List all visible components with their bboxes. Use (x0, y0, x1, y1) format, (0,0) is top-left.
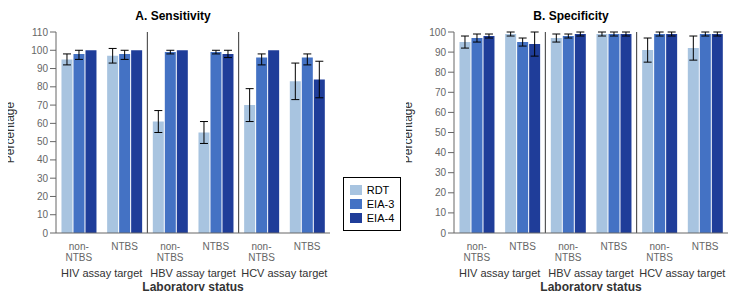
svg-text:80: 80 (435, 67, 447, 78)
svg-text:100: 100 (429, 27, 446, 38)
svg-text:HBV assay target: HBV assay target (548, 267, 634, 279)
svg-text:non-NTBS: non-NTBS (65, 241, 92, 263)
svg-text:Laboratory status: Laboratory status (142, 280, 244, 291)
svg-text:0: 0 (440, 228, 446, 239)
html-text:A. Sensitivity: A. Sensitivity (135, 9, 211, 23)
svg-text:90: 90 (37, 63, 49, 74)
svg-text:HBV assay target: HBV assay target (150, 267, 236, 279)
svg-text:HIV assay target: HIV assay target (61, 267, 142, 279)
svg-text:50: 50 (37, 136, 49, 147)
svg-text:NTBS: NTBS (294, 241, 321, 252)
svg-text:NTBS: NTBS (111, 241, 138, 252)
svg-text:50: 50 (435, 127, 447, 138)
svg-text:HCV assay target: HCV assay target (639, 267, 725, 279)
svg-text:80: 80 (37, 81, 49, 92)
svg-text:0: 0 (42, 228, 48, 239)
svg-text:100: 100 (31, 45, 48, 56)
svg-text:non-NTBS: non-NTBS (157, 241, 184, 263)
svg-text:20: 20 (435, 187, 447, 198)
html-text:EIA-3: EIA-3 (366, 198, 395, 210)
html-text:B. Specificity: B. Specificity (533, 9, 609, 23)
svg-text:10: 10 (435, 207, 447, 218)
svg-text:40: 40 (435, 147, 447, 158)
svg-text:non-NTBS: non-NTBS (555, 241, 582, 263)
svg-text:Percentage: Percentage (8, 101, 17, 163)
svg-text:NTBS: NTBS (202, 241, 229, 252)
svg-text:110: 110 (32, 27, 48, 38)
svg-text:20: 20 (37, 191, 49, 202)
svg-text:non-NTBS: non-NTBS (646, 241, 673, 263)
html-text:RDT: RDT (366, 184, 390, 196)
svg-text:HIV assay target: HIV assay target (459, 267, 540, 279)
svg-text:10: 10 (37, 209, 49, 220)
svg-text:40: 40 (37, 154, 49, 165)
svg-text:30: 30 (435, 167, 447, 178)
svg-text:non-NTBS: non-NTBS (248, 241, 275, 263)
svg-text:Laboratory status: Laboratory status (540, 280, 642, 291)
svg-text:non-NTBS: non-NTBS (463, 241, 490, 263)
svg-text:NTBS: NTBS (509, 241, 536, 252)
svg-text:NTBS: NTBS (600, 241, 627, 252)
svg-text:30: 30 (37, 173, 49, 184)
svg-text:60: 60 (435, 107, 447, 118)
svg-text:60: 60 (37, 118, 49, 129)
svg-text:HCV assay target: HCV assay target (241, 267, 327, 279)
svg-text:NTBS: NTBS (692, 241, 719, 252)
svg-text:70: 70 (435, 87, 447, 98)
html-text:EIA-4: EIA-4 (366, 212, 395, 224)
svg-text:70: 70 (37, 100, 49, 111)
svg-text:Percentage: Percentage (406, 101, 415, 163)
svg-text:90: 90 (435, 47, 447, 58)
